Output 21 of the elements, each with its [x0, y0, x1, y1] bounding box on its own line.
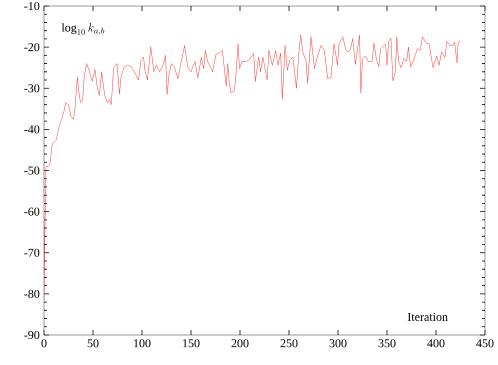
y-tick-label: -20: [24, 43, 40, 52]
y-tick-label: -70: [24, 248, 40, 257]
x-tick-label: 250: [280, 339, 298, 348]
y-tick-label: -10: [24, 2, 40, 10]
y-tick-label: -40: [24, 125, 40, 134]
y-tick-label: -90: [24, 330, 40, 340]
x-tick-label: 200: [232, 339, 249, 348]
y-tick-label: -60: [24, 208, 40, 216]
y-tick-label: -30: [24, 84, 40, 92]
x-tick-label: 100: [134, 339, 151, 348]
x-axis-title: Iteration: [408, 312, 448, 321]
x-tick-label: 350: [378, 339, 396, 348]
y-axis-title: $\log_{10} k_{a,b}$: [62, 23, 104, 35]
x-tick-label: 450: [476, 339, 494, 348]
y-tick-label: -80: [24, 290, 40, 298]
x-tick-label: 0: [41, 339, 47, 348]
x-tick-label: 300: [330, 339, 347, 348]
x-tick-label: 150: [183, 339, 200, 348]
x-tick-label: 400: [427, 339, 445, 348]
x-tick-label: 50: [88, 339, 99, 348]
y-tick-label: -50: [24, 166, 40, 175]
